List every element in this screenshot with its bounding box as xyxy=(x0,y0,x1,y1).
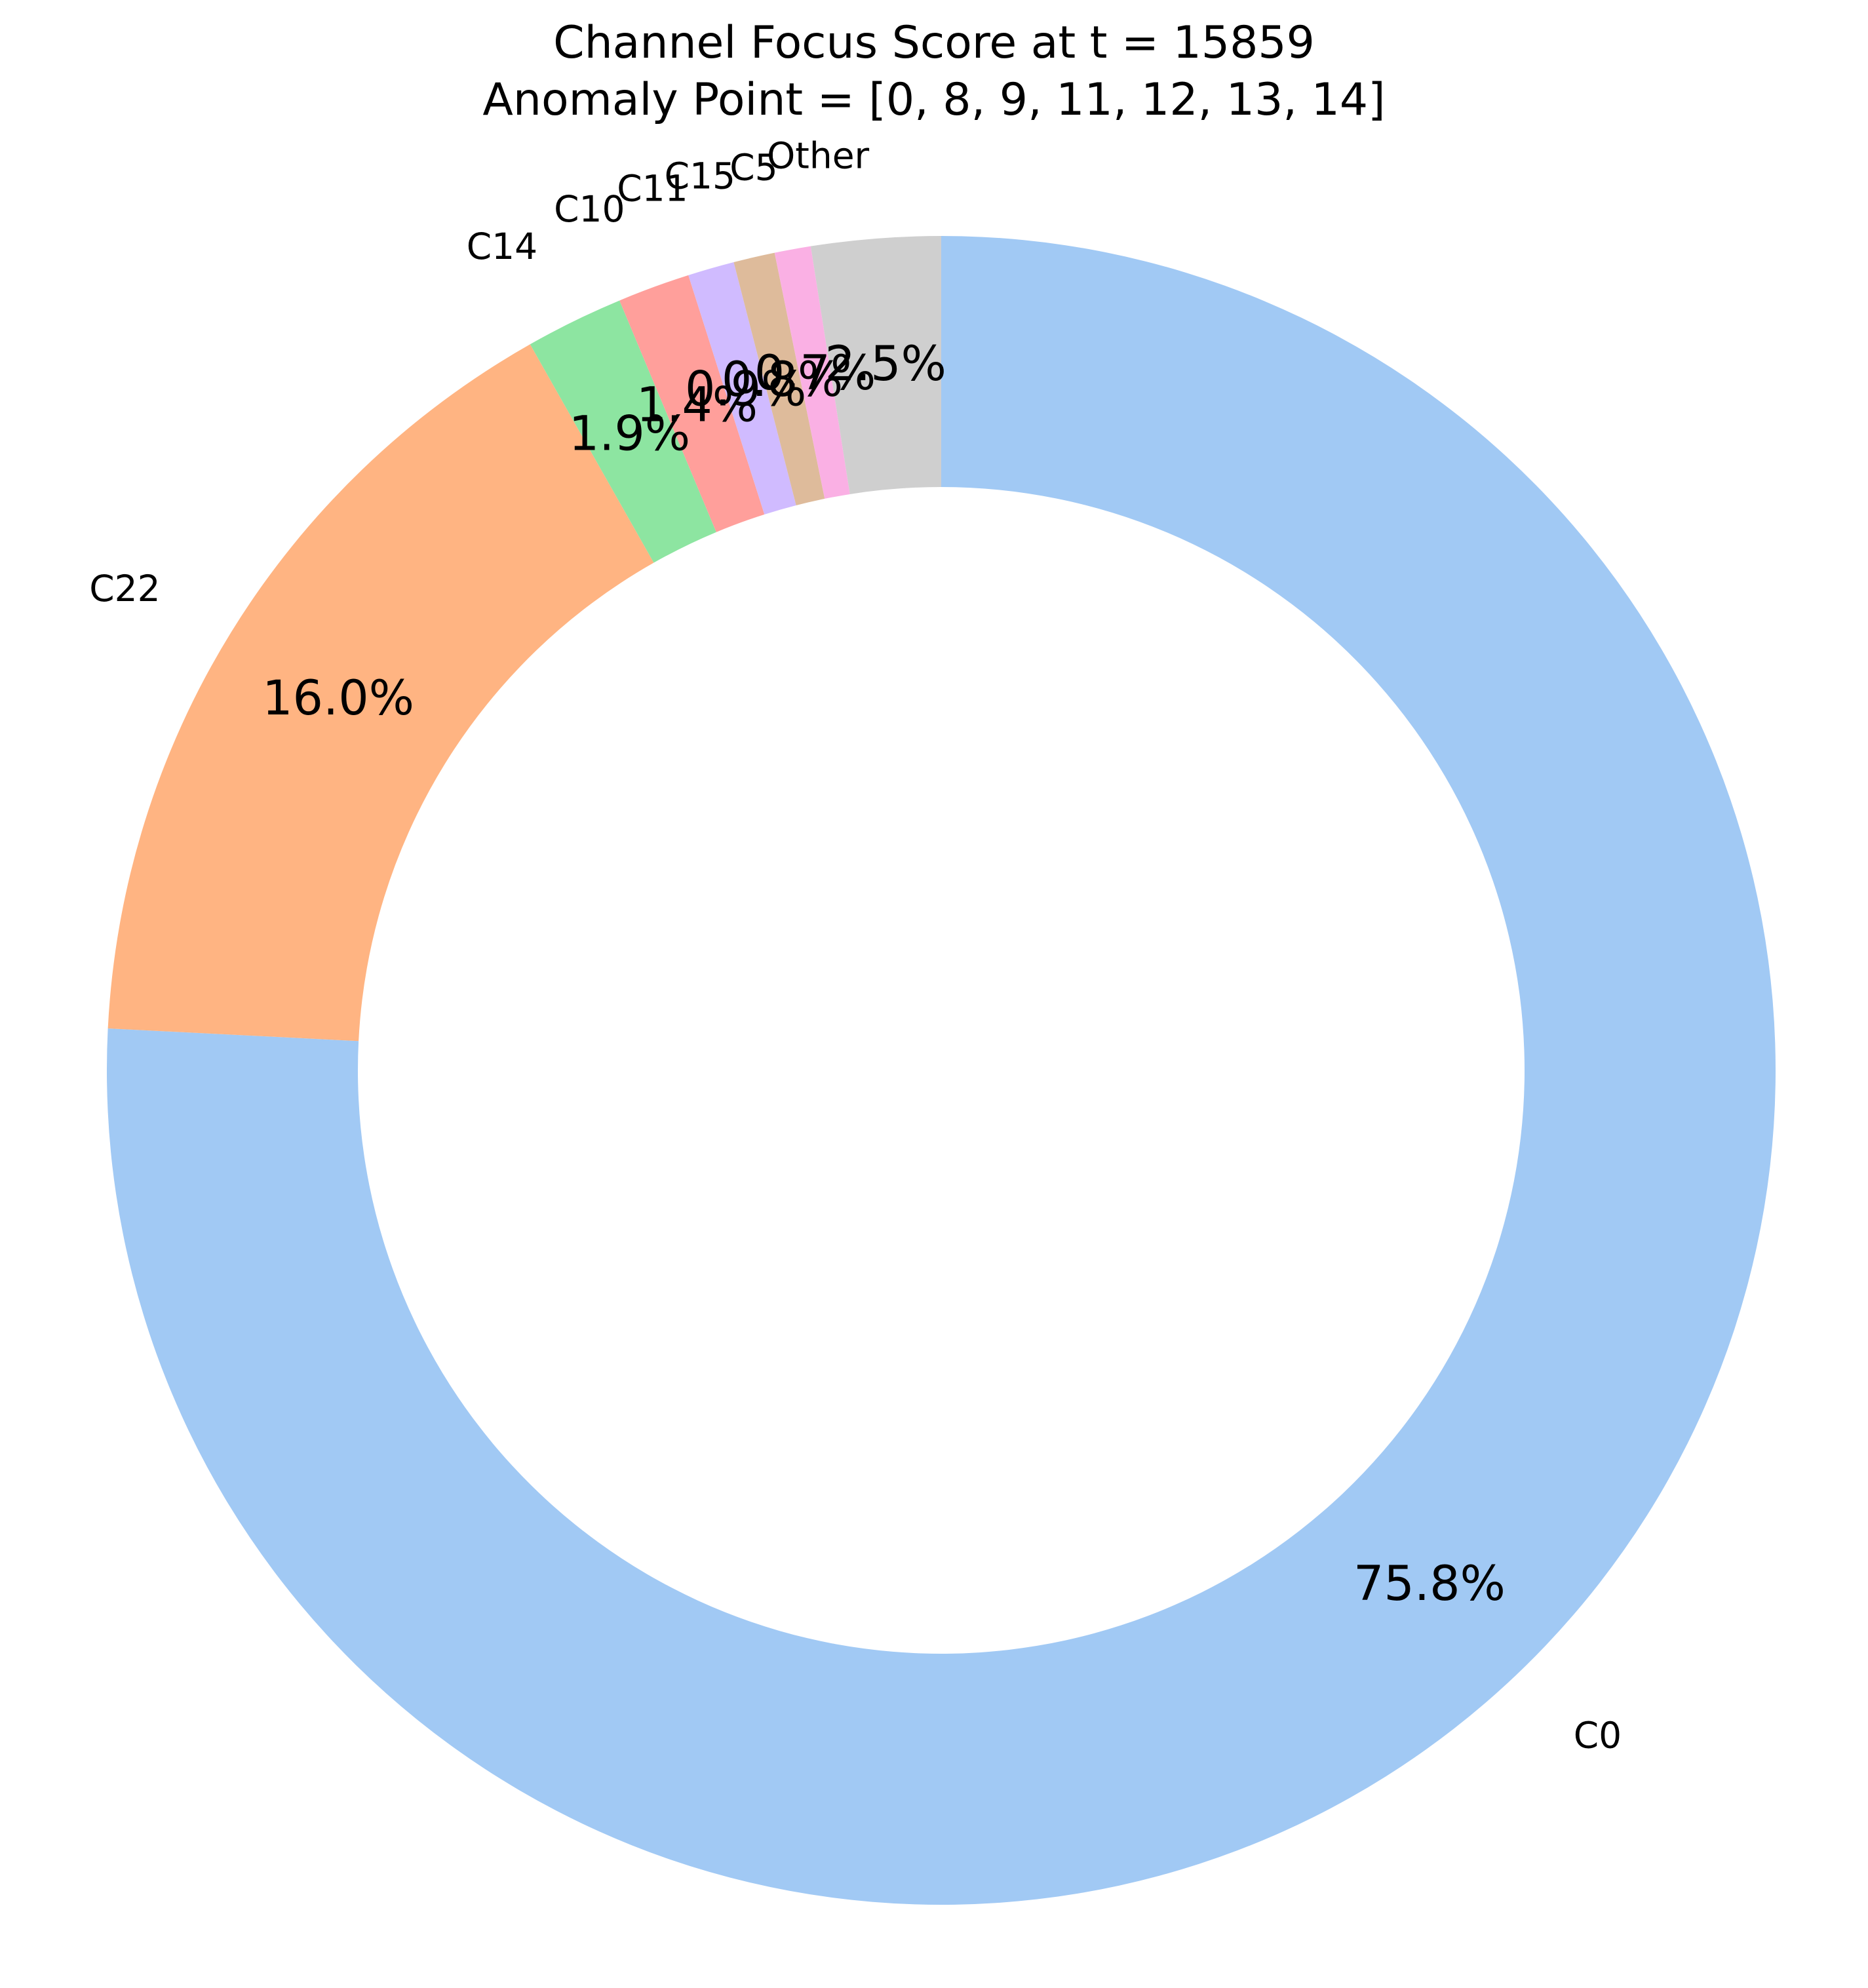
percent-label-c0: 75.8% xyxy=(1353,1556,1506,1612)
slice-c10 xyxy=(619,275,765,532)
donut-slices xyxy=(106,236,1776,1905)
percent-label-c5: 0.7% xyxy=(754,345,876,401)
percent-labels: 75.8% 16.0% 1.9%1.4%0.9%0.8%0.7%2.5% xyxy=(262,336,1506,1612)
category-label-c22: C22 xyxy=(89,568,160,610)
slice-other xyxy=(810,236,941,494)
slice-c5 xyxy=(774,246,850,499)
slice-c0 xyxy=(106,236,1776,1905)
slice-c22 xyxy=(107,344,654,1042)
percent-label-c15: 0.8% xyxy=(722,352,843,408)
category-label-c14: C14 xyxy=(467,225,537,267)
category-label-c10: C10 xyxy=(554,188,625,230)
chart-title-line-2: Anomaly Point = [0, 8, 9, 11, 12, 13, 14… xyxy=(482,74,1385,126)
percent-label-c14: 1.9% xyxy=(569,406,690,462)
category-label-c11: C11 xyxy=(617,167,688,209)
percent-label-c22: 16.0% xyxy=(262,671,414,726)
category-label-other: Other xyxy=(767,134,870,176)
percent-label-c11: 0.9% xyxy=(685,361,806,417)
category-label-c15: C15 xyxy=(665,155,735,197)
percent-label-c10: 1.4% xyxy=(636,378,758,433)
percent-label-other: 2.5% xyxy=(825,336,946,392)
slice-c14 xyxy=(530,300,716,563)
slice-c15 xyxy=(733,252,825,505)
chart-title: Channel Focus Score at t = 15859 Anomaly… xyxy=(482,17,1385,126)
category-label-c5: C5 xyxy=(730,146,777,188)
category-label-c0: C0 xyxy=(1574,1715,1622,1757)
slice-c11 xyxy=(688,262,796,515)
chart-title-line-1: Channel Focus Score at t = 15859 xyxy=(553,17,1315,69)
